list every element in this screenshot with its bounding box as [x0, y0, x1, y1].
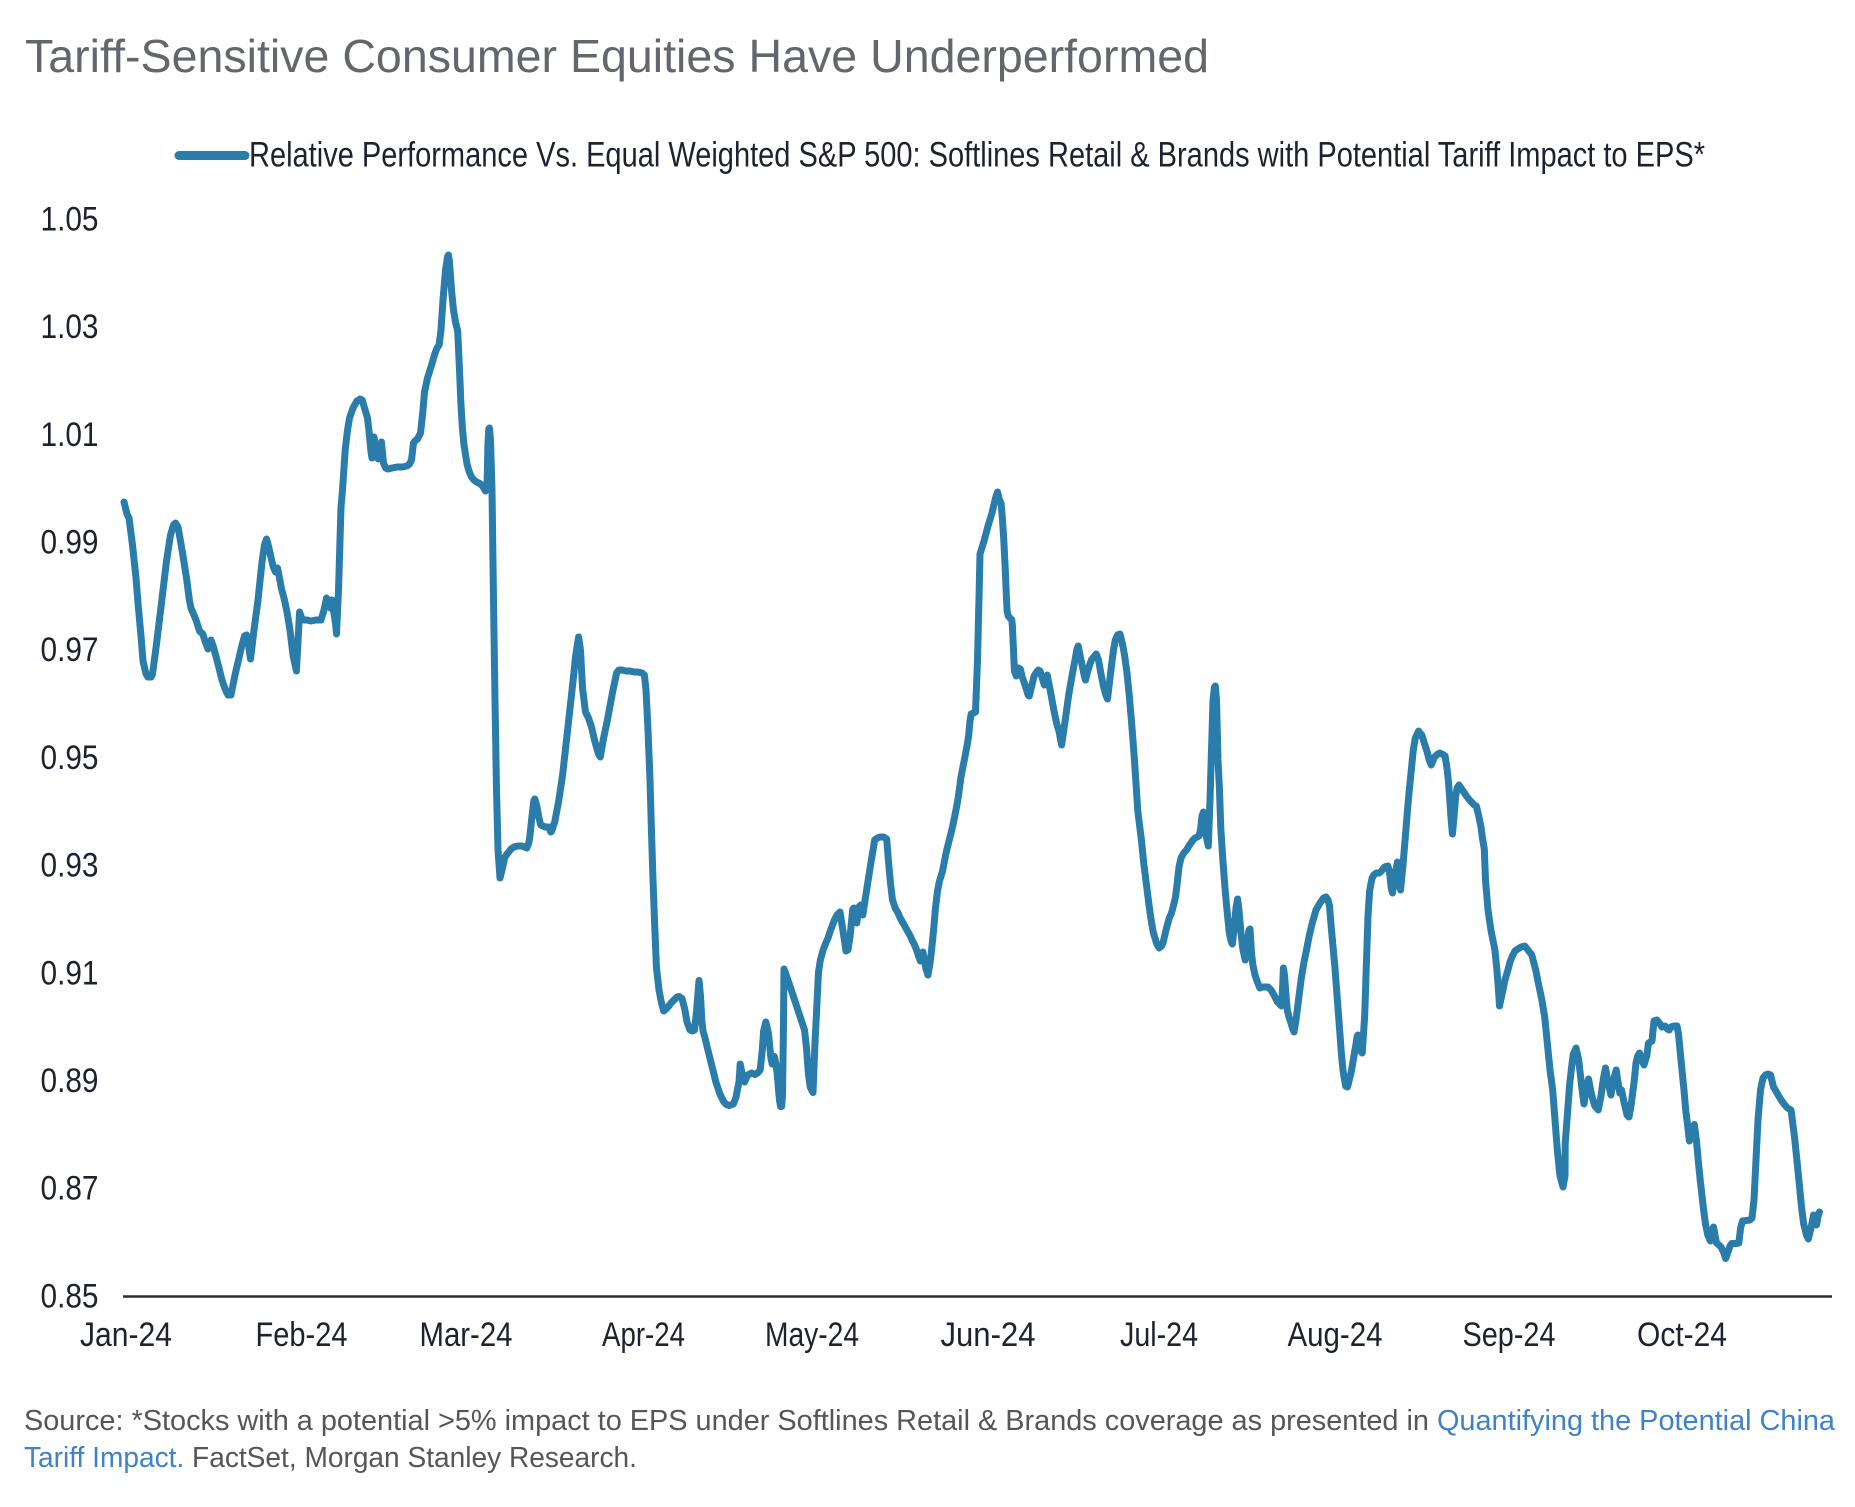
svg-text:Jul-24: Jul-24	[1120, 1316, 1198, 1354]
svg-text:0.95: 0.95	[41, 739, 99, 777]
svg-text:0.97: 0.97	[41, 631, 99, 669]
svg-text:Relative Performance Vs. Equal: Relative Performance Vs. Equal Weighted …	[249, 135, 1705, 174]
svg-text:1.03: 1.03	[41, 308, 99, 346]
svg-text:0.93: 0.93	[41, 847, 99, 885]
svg-text:Oct-24: Oct-24	[1637, 1316, 1727, 1354]
svg-text:1.05: 1.05	[41, 200, 99, 238]
svg-text:Apr-24: Apr-24	[602, 1316, 685, 1354]
svg-text:Sep-24: Sep-24	[1463, 1316, 1556, 1354]
svg-text:Jun-24: Jun-24	[941, 1316, 1036, 1354]
svg-text:Jan-24: Jan-24	[80, 1316, 172, 1354]
svg-text:Source: *Stocks with a potenti: Source: *Stocks with a potential >5% imp…	[24, 1405, 1836, 1437]
svg-text:0.85: 0.85	[41, 1277, 99, 1315]
svg-text:Feb-24: Feb-24	[256, 1316, 348, 1354]
svg-text:Mar-24: Mar-24	[420, 1316, 513, 1354]
svg-text:0.91: 0.91	[41, 954, 99, 992]
svg-text:Aug-24: Aug-24	[1288, 1316, 1383, 1354]
svg-text:May-24: May-24	[765, 1316, 859, 1354]
svg-text:1.01: 1.01	[41, 416, 99, 454]
svg-text:Tariff-Sensitive Consumer Equi: Tariff-Sensitive Consumer Equities Have …	[25, 30, 1209, 82]
svg-text:Tariff Impact. FactSet, Morgan: Tariff Impact. FactSet, Morgan Stanley R…	[24, 1442, 637, 1474]
svg-text:0.87: 0.87	[41, 1170, 99, 1208]
svg-text:0.99: 0.99	[41, 524, 99, 562]
svg-text:0.89: 0.89	[41, 1062, 99, 1100]
